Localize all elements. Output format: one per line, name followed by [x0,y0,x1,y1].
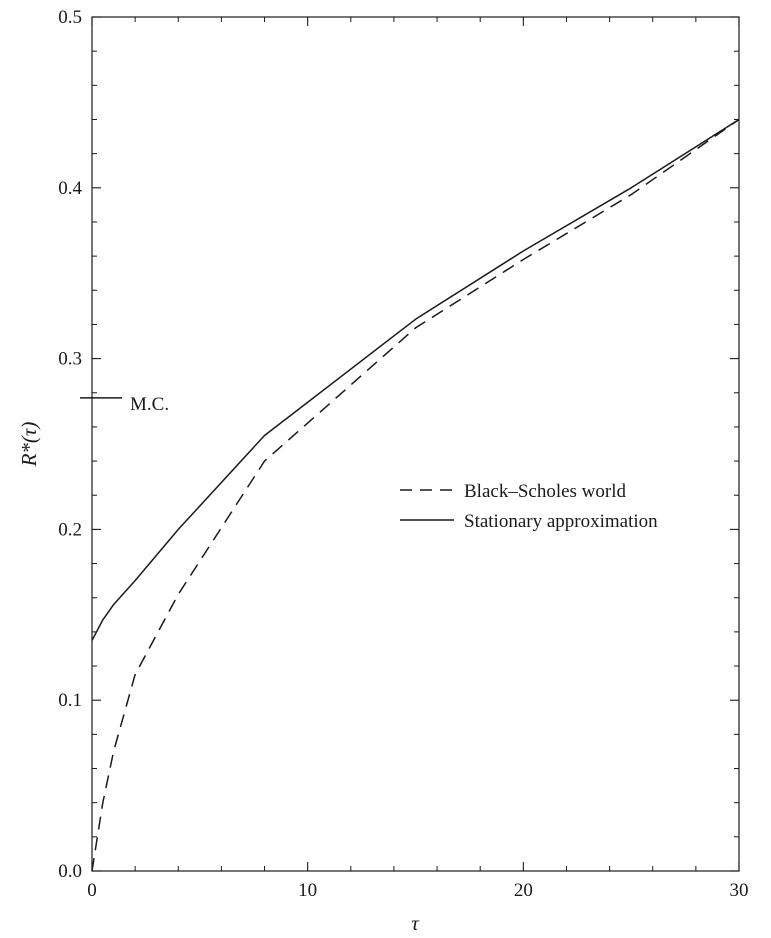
mc-label: M.C. [130,394,169,415]
annotation-layer: M.C. [80,394,169,415]
series-layer [91,118,740,872]
y-axis-title: R*(τ) [17,422,41,468]
y-tick-label: 0.5 [58,7,82,28]
legend-label-stationary: Stationary approximation [464,511,658,532]
y-tick-label: 0.0 [58,861,82,882]
series-line-0 [91,118,740,872]
y-tick-label: 0.3 [58,349,82,370]
x-tick-label: 20 [514,880,533,901]
x-axis-title: τ [411,911,420,935]
y-tick-label: 0.2 [58,519,82,540]
legend: Black–Scholes world Stationary approxima… [400,481,658,532]
ticks [91,16,740,872]
legend-label-black-scholes: Black–Scholes world [464,481,627,502]
y-tick-label: 0.4 [58,178,82,199]
plot-frame [91,16,740,872]
x-tick-label: 30 [730,880,749,901]
y-tick-label: 0.1 [58,690,82,711]
series-line-1 [91,118,740,641]
x-tick-label: 0 [87,880,97,901]
tick-labels: 0 10 20 30 0.0 0.1 0.2 0.3 0.4 0.5 [58,7,748,901]
x-tick-label: 10 [298,880,317,901]
